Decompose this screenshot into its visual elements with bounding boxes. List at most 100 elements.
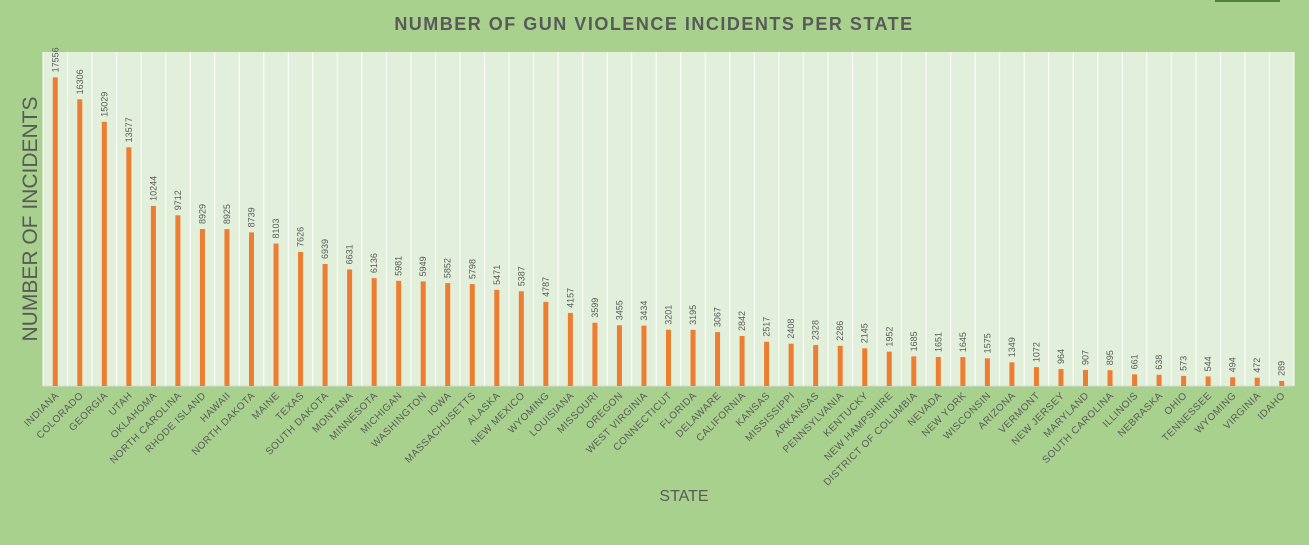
bar — [175, 215, 181, 386]
data-label: 8925 — [222, 204, 232, 224]
bar — [837, 345, 843, 386]
data-label: 494 — [1228, 357, 1238, 372]
bar — [150, 205, 156, 386]
data-label: 17556 — [50, 47, 60, 72]
data-label: 2286 — [835, 321, 845, 341]
bar — [445, 283, 451, 386]
data-label: 16306 — [75, 69, 85, 94]
data-label: 544 — [1203, 356, 1213, 371]
data-label: 3434 — [639, 301, 649, 321]
category-label: IDAHO — [1256, 390, 1288, 422]
data-label: 6631 — [345, 244, 355, 264]
y-axis-label: NUMBER OF INCIDENTS — [19, 96, 42, 341]
data-label: 5852 — [443, 258, 453, 278]
data-label: 2842 — [737, 311, 747, 331]
bar — [101, 121, 107, 386]
bar — [1230, 377, 1236, 386]
bar — [249, 232, 254, 386]
data-label: 1685 — [909, 331, 919, 351]
data-label: 2145 — [860, 323, 870, 343]
bar — [77, 99, 83, 387]
bar — [1083, 370, 1088, 386]
bar — [567, 312, 573, 386]
bar — [1156, 374, 1162, 386]
bar — [666, 329, 671, 386]
bar — [420, 281, 426, 386]
data-label: 6939 — [320, 239, 330, 259]
bar — [1254, 377, 1260, 386]
bar — [1132, 374, 1138, 386]
data-label: 289 — [1277, 361, 1287, 376]
data-label: 3195 — [688, 305, 698, 325]
data-label: 5387 — [516, 266, 526, 286]
data-label: 895 — [1105, 350, 1115, 365]
bar — [641, 325, 647, 386]
data-label: 1651 — [933, 332, 943, 352]
bar — [371, 278, 377, 386]
data-label: 8929 — [197, 204, 207, 224]
data-label: 9712 — [173, 190, 183, 210]
data-label: 1645 — [958, 332, 968, 352]
bar — [298, 251, 304, 386]
data-label: 472 — [1252, 358, 1262, 373]
bar — [494, 289, 500, 386]
data-label: 5471 — [492, 265, 502, 285]
bar — [690, 329, 696, 386]
bar — [739, 336, 745, 386]
bar — [984, 358, 990, 386]
data-label: 907 — [1081, 350, 1091, 365]
data-label: 2517 — [762, 317, 772, 337]
data-label: 6136 — [369, 253, 379, 273]
bar — [911, 356, 917, 386]
data-label: 2408 — [786, 319, 796, 339]
data-label: 4787 — [541, 277, 551, 297]
data-label: 8103 — [271, 219, 281, 239]
data-label: 1349 — [1007, 337, 1017, 357]
bar — [862, 348, 868, 386]
data-label: 8739 — [247, 207, 257, 227]
data-label: 10244 — [148, 176, 158, 201]
bar — [469, 284, 475, 386]
data-label: 573 — [1179, 356, 1189, 371]
bar — [273, 243, 279, 386]
bar — [322, 264, 328, 386]
data-label: 1072 — [1031, 342, 1041, 362]
data-label: 638 — [1154, 355, 1164, 370]
bar — [1107, 370, 1113, 386]
data-label: 3599 — [590, 298, 600, 318]
bar — [347, 269, 353, 386]
bar — [518, 291, 524, 386]
bar — [1181, 375, 1187, 386]
data-label: 3067 — [713, 307, 723, 327]
bar — [396, 280, 402, 386]
data-label: 15029 — [99, 92, 109, 117]
x-axis-label: STATE — [659, 488, 708, 505]
data-label: 7626 — [296, 227, 306, 247]
bar — [126, 147, 132, 386]
bar — [1033, 367, 1039, 386]
data-label: 964 — [1056, 349, 1066, 364]
bar — [592, 322, 598, 386]
bar — [52, 77, 58, 386]
data-label: 5798 — [467, 259, 477, 279]
data-label: 1952 — [884, 327, 894, 347]
data-label: 3201 — [664, 305, 674, 325]
data-label: 2328 — [811, 320, 821, 340]
top-accent-line — [1215, 0, 1280, 2]
bar — [1279, 380, 1285, 386]
bar — [764, 341, 770, 386]
data-label: 13577 — [124, 117, 134, 142]
bar — [1009, 362, 1015, 386]
chart-title: NUMBER OF GUN VIOLENCE INCIDENTS PER STA… — [394, 14, 913, 34]
data-label: 1575 — [982, 333, 992, 353]
bar — [960, 357, 966, 386]
bar — [1205, 376, 1211, 386]
bar — [224, 229, 230, 386]
bar — [199, 229, 205, 386]
data-label: 4157 — [565, 288, 575, 308]
bar — [715, 332, 721, 386]
bar — [1058, 369, 1064, 386]
data-label: 5981 — [394, 256, 404, 276]
data-label: 661 — [1130, 354, 1140, 369]
